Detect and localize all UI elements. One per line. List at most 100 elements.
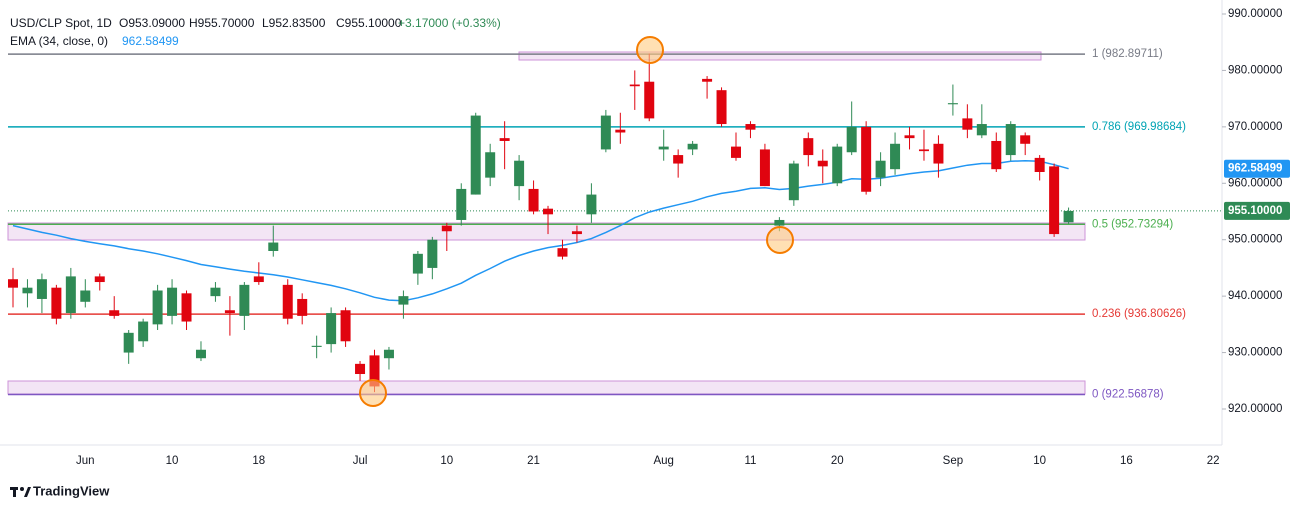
fib-label: 0.5 (952.73294): [1092, 218, 1173, 230]
candle-body: [687, 143, 698, 150]
candle-body: [962, 118, 973, 130]
zone: [518, 51, 1042, 61]
x-tick-label: Aug: [653, 455, 673, 467]
x-tick-label: 11: [744, 455, 756, 467]
y-tick-label: 940.00000: [1228, 290, 1282, 302]
candle-body: [557, 248, 568, 257]
candle-body: [456, 188, 467, 220]
candle-body: [195, 349, 206, 359]
candle-body: [499, 138, 510, 141]
candle-body: [817, 160, 828, 167]
brand-logo: [10, 487, 31, 497]
candle-body: [369, 355, 380, 387]
candle-body: [571, 231, 582, 235]
candle-body: [152, 290, 163, 325]
candle-body: [470, 115, 481, 195]
candle-body: [239, 284, 250, 316]
candle-body: [167, 287, 178, 316]
candle-body: [846, 126, 857, 153]
ema-badge: [1224, 159, 1290, 178]
candle-body: [427, 239, 438, 268]
candle-body: [1063, 210, 1074, 223]
candle-body: [123, 332, 134, 353]
highlight-circle: [766, 226, 794, 254]
candle-body: [355, 363, 366, 375]
ema-badge-label: 962.58499: [1228, 163, 1282, 175]
candle-body: [412, 253, 423, 274]
candle-body: [615, 129, 626, 133]
candle-body: [181, 293, 192, 322]
zone: [7, 380, 1086, 395]
y-tick-label: 970.00000: [1228, 121, 1282, 133]
x-tick-label: 18: [252, 455, 265, 467]
legend-high: H955.70000: [189, 16, 255, 30]
candle-body: [861, 126, 872, 192]
candle-body: [600, 115, 611, 150]
candle-body: [991, 140, 1002, 170]
candle-body: [65, 276, 76, 314]
candle-body: [268, 242, 279, 251]
candle-body: [340, 310, 351, 342]
candle-body: [514, 160, 525, 187]
x-tick-label: 10: [1033, 455, 1046, 467]
legend-change: +3.17000 (+0.33%): [398, 16, 501, 30]
candle-body: [224, 310, 235, 314]
candle-body: [875, 160, 886, 178]
candle-body: [673, 155, 684, 164]
candle-body: [774, 219, 785, 226]
y-tick-label: 920.00000: [1228, 403, 1282, 415]
x-tick-label: 20: [831, 455, 844, 467]
indicator-name: EMA (34, close, 0): [10, 34, 108, 48]
price-badge: [1224, 201, 1290, 220]
symbol: USD/CLP Spot, 1D: [10, 16, 112, 30]
candle-body: [326, 313, 337, 345]
x-tick-label: 22: [1207, 455, 1220, 467]
highlight-circle: [636, 36, 664, 64]
candle-body: [1005, 124, 1016, 156]
candle-body: [282, 284, 293, 319]
candle-body: [1049, 166, 1060, 235]
candle-body: [485, 152, 496, 178]
legend-open: O953.09000: [119, 16, 185, 30]
candle-body: [80, 290, 91, 302]
candle-body: [311, 345, 322, 347]
indicator-value: 962.58499: [122, 34, 179, 48]
candle-body: [398, 296, 409, 305]
candle-body: [716, 90, 727, 125]
candle-body: [253, 276, 264, 283]
y-tick-label: 960.00000: [1228, 177, 1282, 189]
fib-label: 0 (922.56878): [1092, 389, 1164, 401]
candle-body: [94, 276, 105, 283]
brand: TradingView: [33, 483, 110, 498]
candle-body: [904, 135, 915, 139]
candle-body: [629, 84, 640, 87]
candle-body: [803, 138, 814, 156]
zone: [7, 222, 1086, 241]
candle-body: [702, 78, 713, 82]
ema-line: [12, 159, 1069, 302]
candle-body: [297, 298, 308, 316]
legend-close: C955.10000: [336, 16, 402, 30]
candle-body: [8, 279, 18, 288]
price-badge-label: 955.10000: [1228, 205, 1282, 217]
x-tick-label: Jul: [353, 455, 368, 467]
candle-body: [1034, 157, 1045, 172]
candle-body: [918, 149, 929, 152]
candle-body: [745, 124, 756, 130]
y-tick-label: 990.00000: [1228, 8, 1282, 20]
candle-body: [138, 321, 149, 342]
highlight-circle: [359, 379, 387, 407]
x-tick-label: 16: [1120, 455, 1133, 467]
x-tick-label: 10: [166, 455, 179, 467]
y-tick-label: 950.00000: [1228, 234, 1282, 246]
candle-body: [947, 103, 958, 105]
fib-label: 0.786 (969.98684): [1092, 121, 1186, 133]
candle-body: [210, 287, 221, 297]
x-tick-label: Jun: [76, 455, 95, 467]
candle-body: [890, 143, 901, 170]
candle-body: [1020, 135, 1031, 144]
candle-body: [759, 149, 770, 187]
fib-label: 1 (982.89711): [1092, 48, 1163, 60]
candle-body: [644, 81, 655, 119]
